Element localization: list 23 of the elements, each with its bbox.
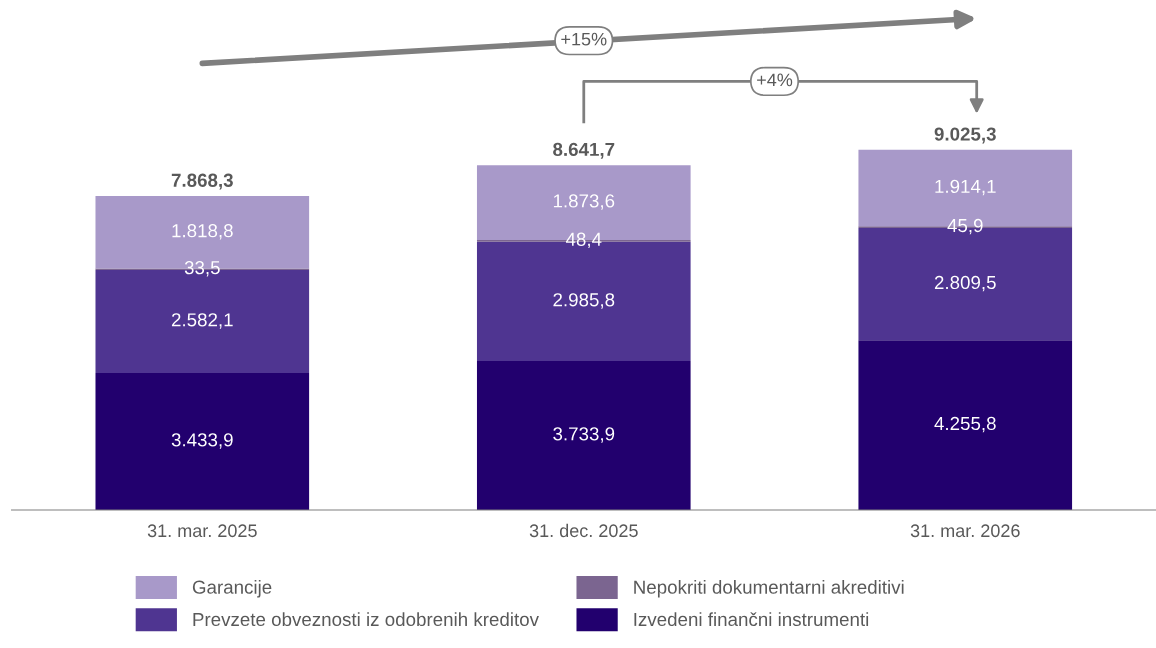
x-tick-label: 31. dec. 2025 [529, 523, 638, 538]
data-label: 1.873,6 [553, 194, 615, 210]
total-label: 9.025,3 [934, 127, 996, 144]
legend-label: Izvedeni finančni instrumenti [634, 612, 869, 627]
legend-label: Prevzete obveznosti iz odobrenih kreditov [193, 612, 539, 627]
data-label: 3.433,9 [171, 433, 233, 449]
total-label: 8.641,7 [553, 142, 615, 159]
data-label: 48,4 [565, 232, 602, 249]
legend-label: Garancije [192, 580, 272, 598]
data-label: 2.985,8 [553, 293, 615, 309]
data-label: 1.818,8 [172, 224, 233, 240]
x-tick-label: 31. mar. 2026 [910, 524, 1020, 538]
legend-label: Nepokriti dokumentarni akreditivi [634, 580, 904, 598]
data-label: 4.255,8 [934, 416, 996, 433]
data-label: 1.914,1 [935, 179, 996, 196]
data-label: 3.733,9 [553, 427, 615, 443]
total-label: 7.868,3 [171, 173, 233, 190]
data-label: 2.582,1 [171, 313, 233, 329]
data-label: 2.809,5 [934, 275, 996, 292]
x-tick-label: 31. mar. 2025 [147, 524, 257, 538]
text: +4% [757, 73, 793, 87]
text: +15% [561, 32, 607, 46]
data-label: 45,9 [947, 218, 983, 235]
